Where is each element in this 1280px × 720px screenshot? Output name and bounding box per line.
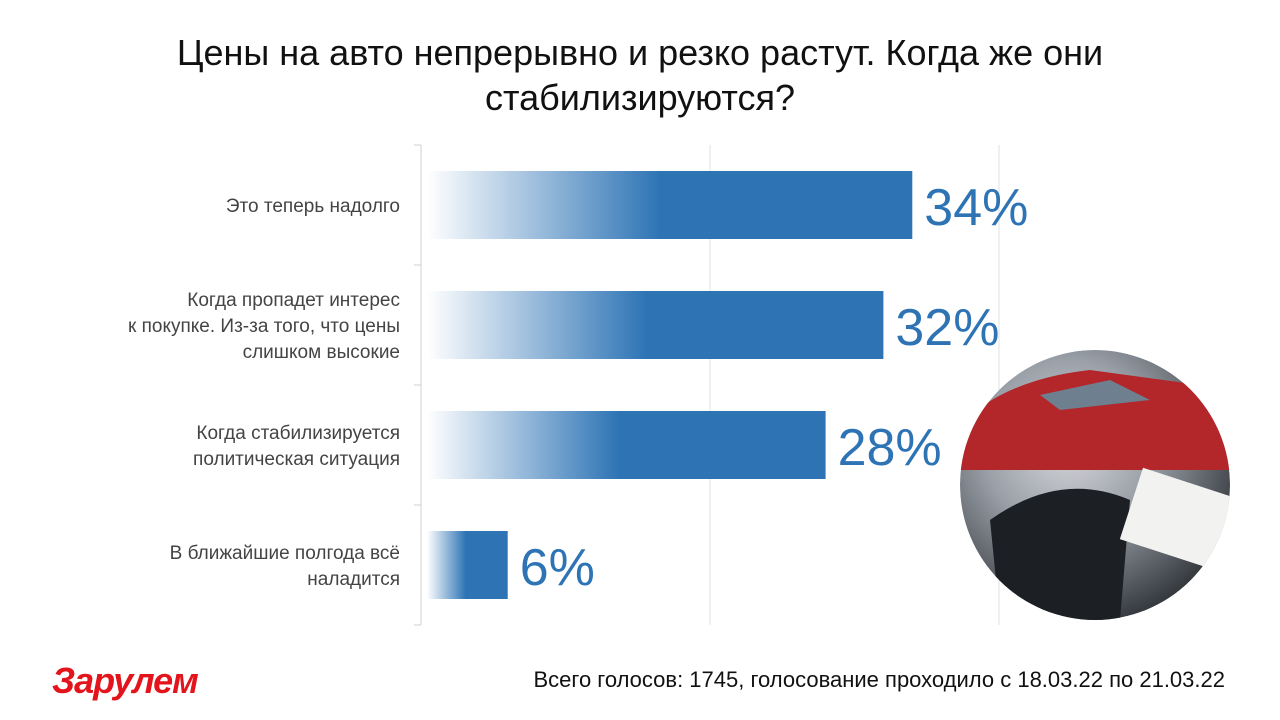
category-label: В ближайшие полгода всё наладится — [169, 543, 400, 590]
footnote: Всего голосов: 1745, голосование проходи… — [533, 667, 1226, 692]
category-label: Это теперь надолго — [225, 196, 400, 217]
bar — [427, 291, 884, 359]
bar — [427, 171, 913, 239]
value-label: 32% — [895, 299, 999, 357]
value-label: 34% — [924, 179, 1028, 237]
photo — [960, 350, 1230, 620]
chart-title: Цены на авто непрерывно и резко растут. … — [176, 32, 1104, 118]
value-label: 6% — [520, 539, 595, 597]
category-label: Когда стабилизируется политическая ситуа… — [193, 423, 400, 470]
bar — [427, 531, 508, 599]
value-label: 28% — [838, 419, 942, 477]
bar — [427, 411, 826, 479]
category-label: Когда пропадет интерес к покупке. Из-за … — [128, 290, 400, 363]
logo: Зарулем — [52, 660, 199, 701]
